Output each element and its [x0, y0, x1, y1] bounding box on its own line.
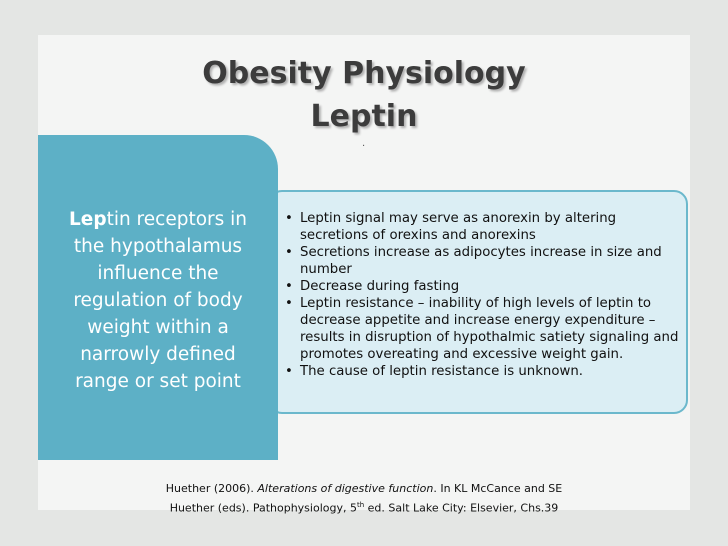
bullet-list: Leptin signal may serve as anorexin by a… — [282, 210, 682, 380]
left-text-line: weight within a — [87, 317, 229, 338]
left-text-line: regulation of body — [73, 290, 243, 311]
left-text-line: range or set point — [75, 371, 241, 392]
left-text: Leptin receptors in the hypothalamus influ… — [38, 206, 278, 395]
title: Leptin — [310, 99, 418, 134]
bullet: Decrease during fasting — [285, 278, 682, 295]
citation-text: . In KL McCance and SE Huether (eds). Pa… — [169, 482, 563, 515]
left-bold: Lep — [68, 209, 107, 230]
left-line: influence the — [38, 260, 278, 287]
left-box — [38, 135, 278, 460]
bullet: The cause of leptin resistance is unknow… — [285, 363, 682, 380]
citation-text: Huether (2006). — [165, 482, 258, 495]
bullet: Leptin resistance – inability of high le… — [285, 295, 682, 363]
left-line: regulation of body — [38, 287, 278, 314]
left-line: narrowly defined — [38, 341, 278, 368]
left-text-line: the hypothalamus — [73, 236, 243, 257]
citation: Huether (2006). Alterations of digestive… — [150, 480, 578, 517]
left-line: weight within a — [38, 314, 278, 341]
left-text-line: tin receptors in — [106, 209, 248, 230]
title: Obesity Physiology — [202, 56, 526, 91]
citation-text: ed. Salt Lake City: Elsevier, Chs.39 — [364, 501, 559, 515]
left-line: range or set point — [38, 368, 278, 395]
left-line: the hypothalamus — [38, 233, 278, 260]
bullet: Leptin signal may serve as anorexin by a… — [285, 210, 682, 244]
left-text-line: narrowly defined — [80, 344, 236, 365]
dot: . — [362, 138, 366, 149]
left-line: Leptin receptors in — [38, 206, 278, 233]
citation-italic: Alterations of digestive function — [257, 482, 434, 495]
left-text-line: influence the — [97, 263, 219, 284]
citation-sup: th — [356, 501, 365, 509]
bullet: Secretions increase as adipocytes increa… — [285, 244, 682, 278]
